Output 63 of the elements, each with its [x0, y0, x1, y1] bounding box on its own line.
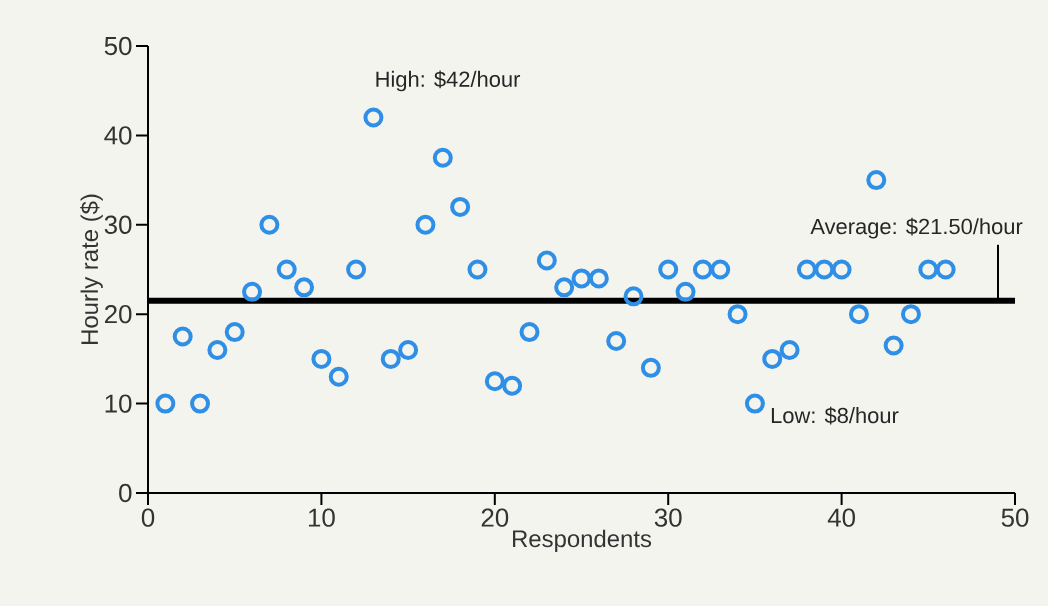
point: [658, 259, 679, 280]
point: [502, 375, 523, 396]
point: [294, 277, 315, 298]
point: [744, 393, 765, 414]
point: [814, 259, 835, 280]
point: [779, 339, 800, 360]
point: [554, 277, 575, 298]
ref-line-label: Average: $21.50/hour: [810, 217, 1023, 239]
point: [415, 214, 436, 235]
point: [918, 259, 939, 280]
point: [900, 304, 921, 325]
point: [363, 107, 384, 128]
point: [935, 259, 956, 280]
point: [172, 326, 193, 347]
point: [692, 259, 713, 280]
y-tick-label: 50: [104, 36, 132, 56]
y-tick-label: 20: [104, 305, 132, 324]
point: [467, 259, 488, 280]
point: [432, 147, 453, 168]
point: [640, 357, 661, 378]
point: [450, 196, 471, 217]
y-tick-label: 0: [119, 483, 132, 503]
point: [346, 259, 367, 280]
point: [207, 339, 228, 360]
point: [796, 259, 817, 280]
point: [328, 366, 349, 387]
point: [259, 214, 280, 235]
point: [727, 304, 748, 325]
point: [675, 281, 696, 302]
x-axis-title: Respondents: [513, 529, 652, 552]
x-tick-label: 50: [1001, 508, 1029, 527]
point: [710, 259, 731, 280]
point: [536, 250, 557, 271]
point: [831, 259, 852, 280]
annotation: High: $42/hour: [376, 70, 521, 92]
x-tick-label: 40: [827, 508, 855, 527]
y-tick-label: 40: [104, 126, 132, 145]
x-tick-label: 0: [141, 508, 155, 527]
point: [311, 348, 332, 369]
y-axis-title: Hourly rate ($): [80, 194, 103, 344]
x-tick-label: 30: [654, 508, 682, 527]
point: [606, 331, 627, 352]
point: [484, 371, 505, 392]
y-tick-label: 10: [105, 394, 132, 413]
point: [883, 335, 904, 356]
point: [380, 348, 401, 369]
point: [623, 286, 644, 307]
point: [762, 348, 783, 369]
point: [519, 322, 540, 343]
annotation: Low: $8/hour: [771, 406, 899, 425]
x-tick-label: 10: [308, 508, 335, 527]
point: [155, 393, 176, 414]
point: [242, 281, 263, 302]
x-tick-label: 20: [481, 508, 509, 527]
point: [848, 304, 869, 325]
y-tick-label: 30: [104, 215, 132, 234]
point: [276, 259, 297, 280]
point: [588, 268, 609, 289]
point: [190, 393, 211, 414]
point: [866, 170, 887, 191]
point: [571, 268, 592, 289]
point: [224, 322, 245, 343]
point: [398, 339, 419, 360]
